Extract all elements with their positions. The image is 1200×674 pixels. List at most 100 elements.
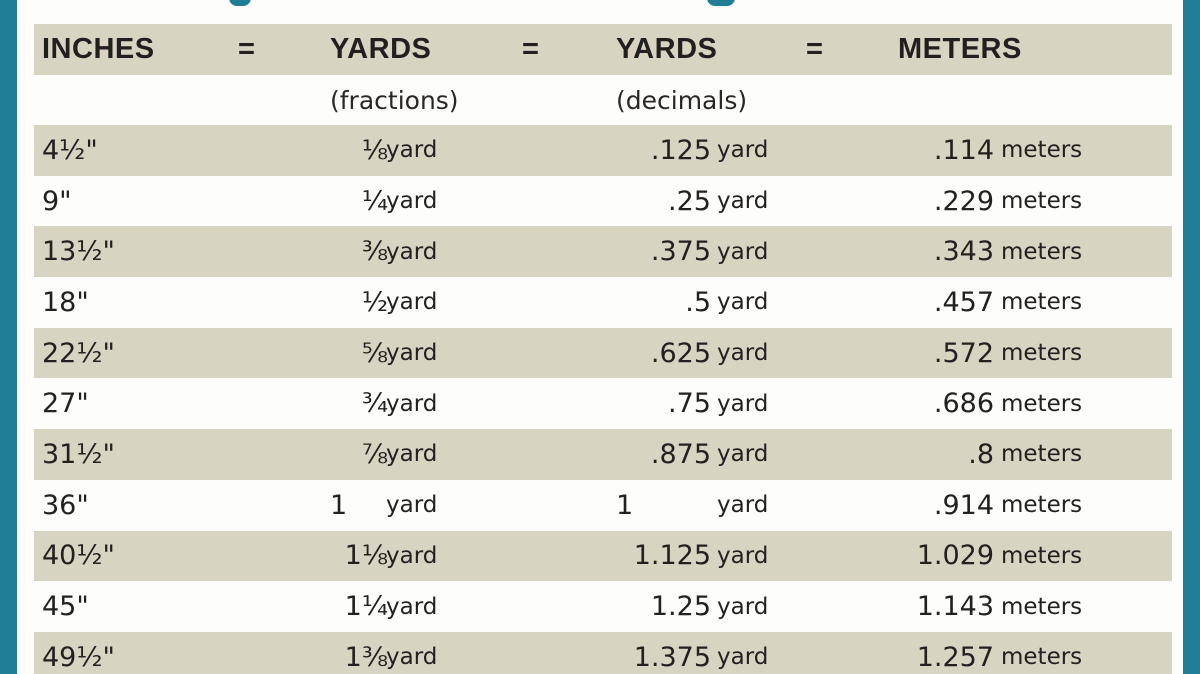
header-equals: =	[238, 33, 256, 65]
header-equals: =	[806, 33, 824, 65]
yards-fraction-cell: ¾	[361, 388, 388, 420]
table-row: 4½" ⅛ yard .125 yard .114 meters	[34, 125, 1172, 176]
meters-cell: 1.257	[916, 641, 994, 673]
meters-unit: meters	[1001, 188, 1083, 215]
title-fragment-right	[707, 0, 735, 6]
table-row: 18" ½ yard .5 yard .457 meters	[34, 277, 1172, 328]
table-row: 40½" 1⅛ yard 1.125 yard 1.029 meters	[34, 530, 1172, 582]
inches-cell: 4½"	[42, 134, 98, 166]
table-row: 22½" ⅝ yard .625 yard .572 meters	[34, 327, 1172, 379]
yards-fraction-unit: yard	[386, 492, 438, 519]
meters-cell: .914	[933, 489, 994, 521]
yards-decimal-unit: yard	[717, 238, 769, 265]
meters-unit: meters	[1001, 542, 1083, 569]
title-remnant	[17, 0, 1183, 24]
meters-unit: meters	[1001, 593, 1083, 620]
yards-decimal-cell: 1.125	[633, 540, 711, 572]
meters-unit: meters	[1001, 289, 1083, 316]
inches-cell: 9"	[42, 185, 72, 217]
yards-decimal-cell: .625	[650, 337, 711, 369]
table-row: 49½" 1⅜ yard 1.375 yard 1.257 meters	[34, 631, 1172, 674]
yards-decimal-unit: yard	[717, 137, 769, 164]
table-row: 36" 1 yard 1 yard .914 meters	[34, 479, 1172, 531]
yards-decimal-cell: .5	[685, 286, 711, 318]
yards-fraction-cell: ⅝	[361, 337, 388, 369]
table-row: 9" ¼ yard .25 yard .229 meters	[34, 175, 1172, 227]
yards-fraction-cell: 1	[330, 489, 348, 521]
table-row: 13½" ⅜ yard .375 yard .343 meters	[34, 226, 1172, 278]
meters-cell: .229	[933, 185, 994, 217]
header-yards-decimals: YARDS	[616, 33, 718, 65]
yards-decimal-unit: yard	[717, 340, 769, 367]
yards-fraction-unit: yard	[386, 137, 438, 164]
meters-unit: meters	[1001, 390, 1083, 417]
inches-cell: 49½"	[42, 641, 115, 673]
yards-decimal-cell: .75	[668, 388, 711, 420]
yards-fraction-unit: yard	[386, 390, 438, 417]
yards-fraction-cell: 1¼	[344, 591, 388, 623]
meters-cell: .343	[933, 236, 994, 268]
header-equals: =	[522, 33, 540, 65]
conversion-chart-panel: INCHES = YARDS = YARDS = METERS (fractio…	[17, 0, 1183, 674]
yards-decimal-unit: yard	[717, 593, 769, 620]
inches-cell: 40½"	[42, 540, 115, 572]
inches-cell: 22½"	[42, 337, 115, 369]
yards-decimal-cell: .25	[668, 185, 711, 217]
header-inches: INCHES	[42, 33, 155, 65]
meters-unit: meters	[1001, 644, 1083, 671]
inches-cell: 27"	[42, 388, 89, 420]
meters-cell: .114	[933, 134, 994, 166]
table-body: 4½" ⅛ yard .125 yard .114 meters 9" ¼ yard .25 yard…	[34, 125, 1172, 674]
yards-decimal-cell: 1	[616, 489, 634, 521]
meters-cell: 1.143	[916, 591, 994, 623]
yards-fraction-unit: yard	[386, 289, 438, 316]
table-row: 27" ¾ yard .75 yard .686 meters	[34, 378, 1172, 430]
meters-cell: .686	[933, 388, 994, 420]
meters-unit: meters	[1001, 441, 1083, 468]
meters-cell: 1.029	[916, 540, 994, 572]
subheader-fractions: (fractions)	[330, 85, 459, 115]
yards-decimal-cell: .875	[650, 438, 711, 470]
yards-decimal-unit: yard	[717, 441, 769, 468]
meters-unit: meters	[1001, 238, 1083, 265]
inches-cell: 31½"	[42, 438, 115, 470]
inches-cell: 45"	[42, 591, 89, 623]
yards-fraction-unit: yard	[386, 644, 438, 671]
yards-decimal-unit: yard	[717, 644, 769, 671]
yards-decimal-cell: .375	[650, 236, 711, 268]
yards-decimal-unit: yard	[717, 289, 769, 316]
inches-cell: 18"	[42, 286, 89, 318]
yards-fraction-cell: ⅜	[361, 236, 388, 268]
yards-fraction-cell: ⅛	[361, 134, 388, 166]
yards-decimal-unit: yard	[717, 492, 769, 519]
yards-fraction-cell: ¼	[361, 185, 388, 217]
inches-cell: 13½"	[42, 236, 115, 268]
yards-decimal-unit: yard	[717, 390, 769, 417]
title-fragment-left	[229, 0, 251, 6]
inches-cell: 36"	[42, 489, 89, 521]
yards-fraction-cell: 1⅜	[344, 641, 388, 673]
yards-fraction-cell: ½	[361, 286, 388, 318]
meters-unit: meters	[1001, 137, 1083, 164]
yards-fraction-unit: yard	[386, 441, 438, 468]
meters-unit: meters	[1001, 340, 1083, 367]
table-header-row: INCHES = YARDS = YARDS = METERS	[34, 24, 1172, 75]
meters-unit: meters	[1001, 492, 1083, 519]
yards-fraction-unit: yard	[386, 593, 438, 620]
table-row: 45" 1¼ yard 1.25 yard 1.143 meters	[34, 581, 1172, 632]
yards-fraction-cell: 1⅛	[344, 540, 388, 572]
yards-decimal-cell: .125	[650, 134, 711, 166]
yards-fraction-unit: yard	[386, 340, 438, 367]
subheader-decimals: (decimals)	[616, 85, 748, 115]
table-subheader-row: (fractions) (decimals)	[34, 75, 1172, 125]
conversion-table: INCHES = YARDS = YARDS = METERS (fractio…	[34, 24, 1172, 674]
yards-decimal-cell: 1.375	[633, 641, 711, 673]
yards-decimal-cell: 1.25	[650, 591, 711, 623]
yards-fraction-cell: ⅞	[361, 438, 388, 470]
yards-decimal-unit: yard	[717, 188, 769, 215]
yards-decimal-unit: yard	[717, 542, 769, 569]
yards-fraction-unit: yard	[386, 542, 438, 569]
table-row: 31½" ⅞ yard .875 yard .8 meters	[34, 429, 1172, 480]
header-meters: METERS	[898, 33, 1022, 65]
meters-cell: .457	[933, 286, 994, 318]
